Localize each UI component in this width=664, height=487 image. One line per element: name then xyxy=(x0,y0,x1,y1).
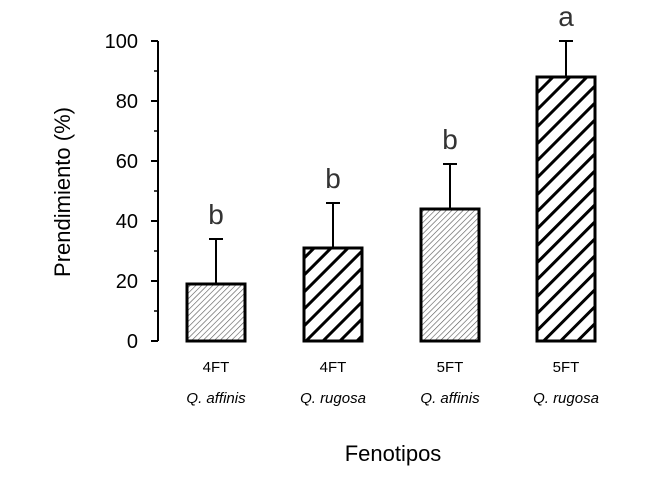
significance-letter: b xyxy=(208,199,224,230)
significance-letter: a xyxy=(558,1,574,32)
x-tick-label-phenotype: 5FT xyxy=(553,359,580,376)
y-tick-label: 100 xyxy=(105,31,138,53)
bar xyxy=(535,75,597,343)
y-tick-label: 60 xyxy=(116,151,138,173)
x-tick-label-species: Q. affinis xyxy=(420,390,480,407)
y-tick-label: 0 xyxy=(127,331,138,353)
x-tick-label-species: Q. rugosa xyxy=(533,390,599,407)
bars: b b b a xyxy=(185,1,597,343)
x-tick-label-phenotype: 5FT xyxy=(437,359,464,376)
bar xyxy=(185,282,247,343)
x-tick-label-phenotype: 4FT xyxy=(203,359,230,376)
bar xyxy=(302,246,364,343)
x-axis-labels: 4FT Q. affinis 4FT Q. rugosa 5FT Q. affinis 5F… xyxy=(186,359,599,407)
x-tick-label-species: Q. affinis xyxy=(186,390,246,407)
y-tick-label: 80 xyxy=(116,91,138,113)
x-tick-label-phenotype: 4FT xyxy=(320,359,347,376)
significance-letter: b xyxy=(442,124,458,155)
y-axis: 0 20 40 60 80 100 xyxy=(105,31,159,353)
x-tick-label-species: Q. rugosa xyxy=(300,390,366,407)
y-axis-title: Prendimiento (%) xyxy=(50,107,75,277)
y-tick-label: 40 xyxy=(116,211,138,233)
y-tick-label: 20 xyxy=(116,271,138,293)
bar xyxy=(419,207,481,343)
x-axis-title: Fenotipos xyxy=(345,441,442,466)
significance-letter: b xyxy=(325,163,341,194)
